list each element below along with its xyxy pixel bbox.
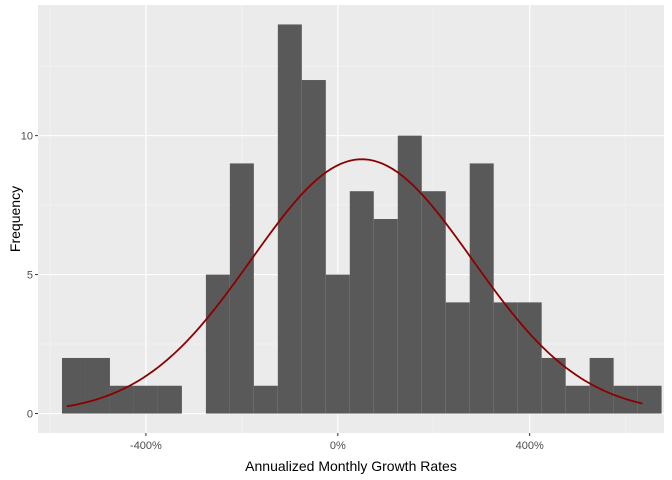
- histogram-bar: [349, 191, 374, 414]
- histogram-bar: [493, 302, 518, 414]
- x-tick-label: 400%: [516, 440, 544, 452]
- histogram-bar: [397, 135, 422, 414]
- histogram-bar: [637, 385, 662, 414]
- x-tick-label: -400%: [130, 440, 162, 452]
- y-axis-title: Frequency: [7, 186, 23, 252]
- histogram-bar: [301, 80, 326, 414]
- histogram-bar: [325, 274, 350, 414]
- histogram-bar: [61, 357, 86, 414]
- histogram-bar: [277, 24, 302, 414]
- histogram-bar: [133, 385, 158, 414]
- histogram-bar: [205, 274, 230, 414]
- histogram-bars: [61, 24, 662, 414]
- histogram-bar: [589, 357, 614, 414]
- histogram-bar: [229, 163, 254, 414]
- histogram-bar: [85, 357, 110, 414]
- histogram-bar: [421, 191, 446, 414]
- histogram-bar: [469, 163, 494, 414]
- histogram-bar: [253, 385, 278, 414]
- y-tick-label: 5: [27, 270, 33, 282]
- y-tick-label: 10: [21, 131, 33, 143]
- x-axis-title: Annualized Monthly Growth Rates: [245, 458, 457, 474]
- histogram-bar: [541, 357, 566, 414]
- y-axis: 0 5 10: [21, 131, 38, 421]
- density-curve: [66, 158, 643, 408]
- histogram-bar: [565, 385, 590, 414]
- x-tick-label: 0%: [330, 440, 346, 452]
- histogram-bar: [517, 302, 542, 414]
- histogram-bar: [445, 302, 470, 414]
- x-axis: -400% 0% 400%: [130, 433, 544, 452]
- y-tick-label: 0: [27, 409, 33, 421]
- histogram-bar: [373, 219, 398, 414]
- histogram-bar: [157, 385, 182, 414]
